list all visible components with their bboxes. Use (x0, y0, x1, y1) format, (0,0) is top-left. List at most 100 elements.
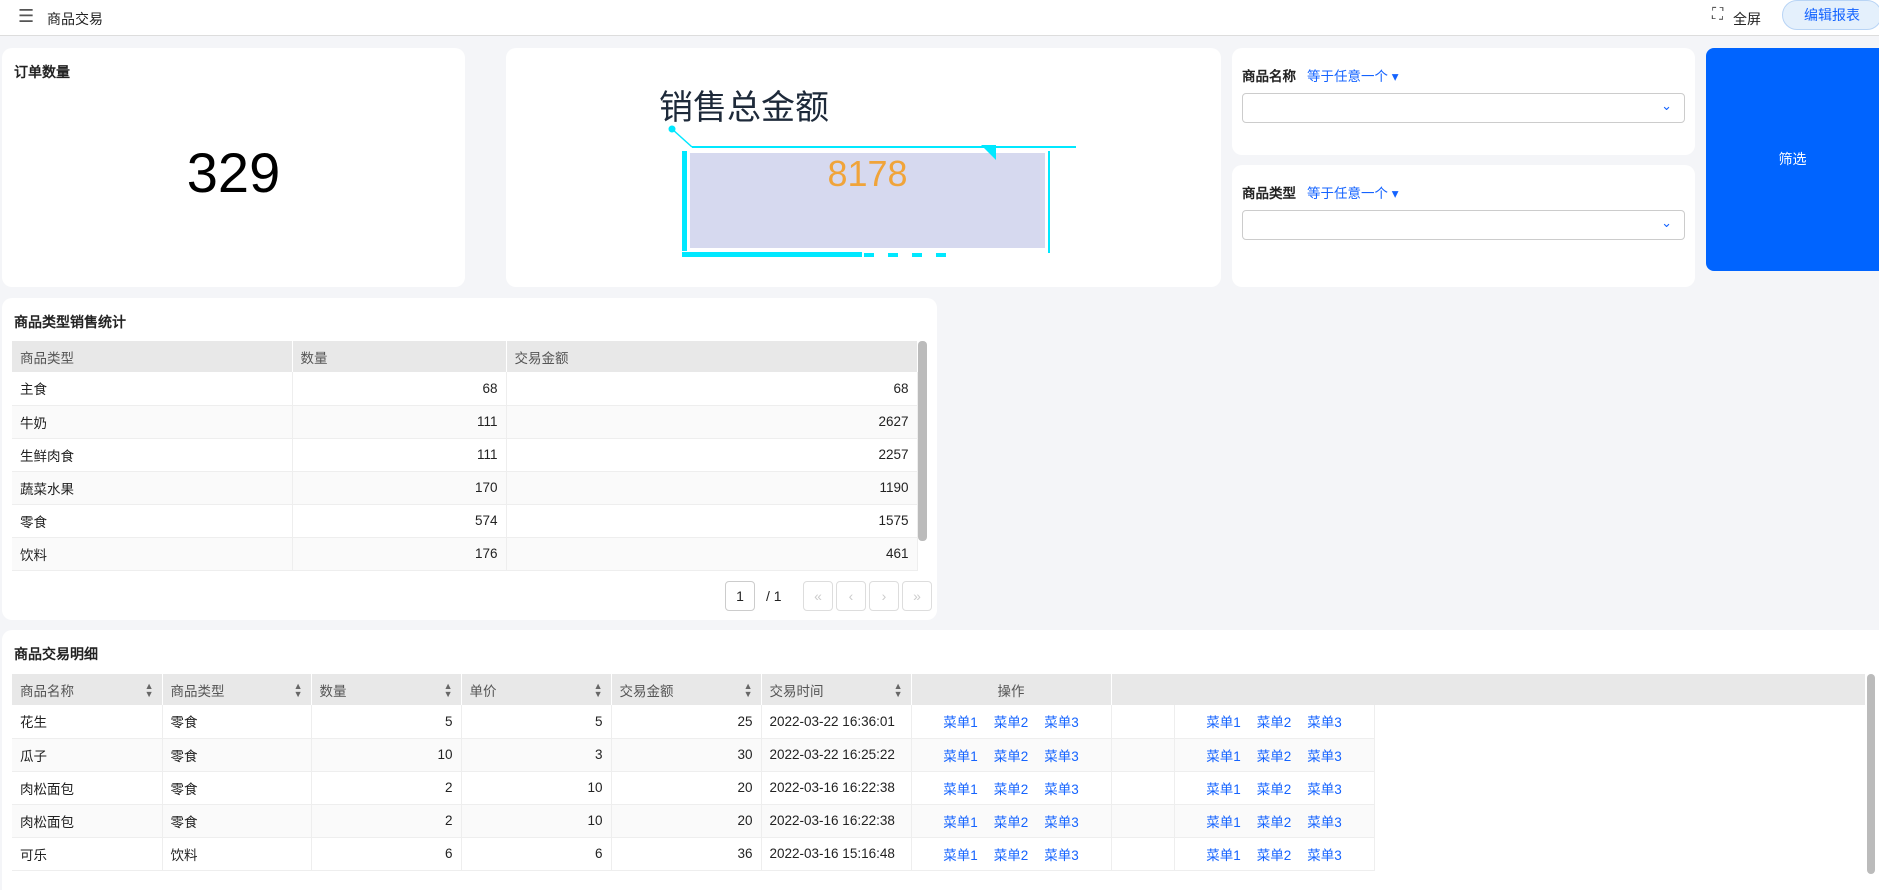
filter-button[interactable]: 筛选 (1706, 48, 1879, 271)
last-page-button[interactable]: » (902, 581, 932, 611)
fullscreen-icon[interactable]: ⛶ (1712, 6, 1724, 23)
page-number-input[interactable]: 1 (725, 581, 755, 611)
prev-page-button[interactable]: ‹ (836, 581, 866, 611)
table-row[interactable]: 生鲜肉食 111 2257 (12, 438, 918, 472)
detail-card: 商品交易明细 商品名称 ▲ ▼ 商品类型 ▲ ▼ 数量 ▲ ▼ 单价 ▲ ▼ 交易金额 ▲ ▼ 交易时间 ▲ ▼ 操… (2, 630, 1879, 890)
menu-link[interactable]: 菜单2 (993, 715, 1029, 731)
table-row[interactable]: 可乐 饮料 6 6 36 2022-03-16 15:16:48 菜单1 菜单2 菜单3 菜单1 菜… (12, 837, 1866, 871)
menu-link[interactable]: 菜单1 (943, 715, 978, 731)
sort-icon[interactable]: ▲ ▼ (593, 680, 603, 699)
product-name-select[interactable]: ⌄ (1242, 93, 1685, 123)
menu-link[interactable]: 菜单3 (1307, 781, 1342, 797)
sort-icon[interactable]: ▲ ▼ (443, 680, 453, 699)
table-cell: 30 (611, 738, 762, 772)
menu-link[interactable]: 菜单3 (1044, 781, 1079, 797)
table-row[interactable]: 牛奶 111 2627 (12, 405, 918, 439)
table-cell: 20 (611, 771, 762, 805)
menu-link[interactable]: 菜单2 (1256, 715, 1292, 731)
menu-link[interactable]: 菜单1 (1206, 814, 1241, 830)
menu-link[interactable]: 菜单2 (1256, 847, 1292, 863)
table-cell (1111, 771, 1175, 805)
table-cell: 5 (461, 705, 612, 739)
table-cell: 2022-03-22 16:25:22 (761, 738, 912, 772)
table-row[interactable]: 主食 68 68 (12, 372, 918, 406)
menu-link[interactable]: 菜单3 (1044, 847, 1079, 863)
menu-link[interactable]: 菜单2 (1256, 814, 1292, 830)
menu-link[interactable]: 菜单2 (1256, 781, 1292, 797)
next-page-button[interactable]: › (869, 581, 899, 611)
menu-link[interactable]: 菜单1 (943, 748, 978, 764)
column-header[interactable]: 数量 ▲ ▼ (311, 674, 462, 705)
table-cell: 3 (461, 738, 612, 772)
filter-operator-dropdown[interactable]: 等于任意一个 ▾ (1307, 186, 1399, 201)
menu-link[interactable]: 菜单1 (1206, 847, 1241, 863)
menu-link[interactable]: 菜单2 (993, 847, 1029, 863)
menu-fold-icon[interactable]: ☰ (18, 6, 35, 26)
actions-cell: 菜单1 菜单2 菜单3 (1174, 738, 1375, 772)
table-cell: 2022-03-22 16:36:01 (761, 705, 912, 739)
actions-cell: 菜单1 菜单2 菜单3 (1174, 771, 1375, 805)
sort-icon[interactable]: ▲ ▼ (144, 680, 154, 699)
column-header: 数量 (292, 341, 507, 372)
menu-link[interactable]: 菜单3 (1044, 748, 1079, 764)
filter-operator-dropdown[interactable]: 等于任意一个 ▾ (1307, 69, 1399, 84)
menu-link[interactable]: 菜单2 (1256, 748, 1292, 764)
sales-total-value: 8178 (827, 153, 908, 194)
menu-link[interactable]: 菜单1 (943, 781, 978, 797)
edit-report-button[interactable]: 编辑报表 (1782, 0, 1879, 30)
table-cell: 2022-03-16 16:22:38 (761, 804, 912, 838)
scrollbar[interactable] (918, 341, 927, 541)
actions-cell: 菜单1 菜单2 菜单3 (911, 804, 1112, 838)
sort-icon[interactable]: ▲ ▼ (893, 680, 903, 699)
menu-link[interactable]: 菜单3 (1044, 814, 1079, 830)
column-header[interactable]: 交易金额 ▲ ▼ (611, 674, 762, 705)
table-cell: 2257 (506, 438, 918, 472)
menu-link[interactable]: 菜单1 (1206, 748, 1241, 764)
empty-cell (1374, 804, 1866, 837)
first-page-button[interactable]: « (803, 581, 833, 611)
table-row[interactable]: 花生 零食 5 5 25 2022-03-22 16:36:01 菜单1 菜单2 菜单3 菜单1 菜… (12, 705, 1866, 739)
menu-link[interactable]: 菜单3 (1307, 715, 1342, 731)
menu-link[interactable]: 菜单2 (993, 781, 1029, 797)
table-row[interactable]: 零食 574 1575 (12, 504, 918, 538)
table-row[interactable]: 蔬菜水果 170 1190 (12, 471, 918, 505)
table-cell: 瓜子 (12, 738, 163, 772)
menu-link[interactable]: 菜单1 (1206, 781, 1241, 797)
menu-link[interactable]: 菜单3 (1307, 748, 1342, 764)
chevron-down-icon: ⌄ (1661, 215, 1672, 230)
order-count-value: 329 (186, 141, 281, 204)
sort-icon[interactable]: ▲ ▼ (743, 680, 753, 699)
fullscreen-button[interactable]: 全屏 (1733, 11, 1761, 27)
table-cell (1111, 837, 1175, 871)
column-header[interactable]: 单价 ▲ ▼ (461, 674, 612, 705)
menu-link[interactable]: 菜单1 (943, 847, 978, 863)
menu-link[interactable]: 菜单3 (1044, 715, 1079, 731)
menu-link[interactable]: 菜单1 (943, 814, 978, 830)
scrollbar[interactable] (1867, 674, 1875, 874)
menu-link[interactable]: 菜单1 (1206, 715, 1241, 731)
filter-label: 商品类型 (1242, 186, 1296, 201)
menu-link[interactable]: 菜单2 (993, 814, 1029, 830)
filter-product-type: 商品类型 等于任意一个 ▾ ⌄ (1232, 165, 1695, 287)
table-row[interactable]: 瓜子 零食 10 3 30 2022-03-22 16:25:22 菜单1 菜单2 菜单3 菜单1… (12, 738, 1866, 772)
table-cell: 花生 (12, 705, 163, 739)
column-header[interactable]: 商品类型 ▲ ▼ (162, 674, 312, 705)
menu-link[interactable]: 菜单3 (1307, 847, 1342, 863)
column-header[interactable]: 商品名称 ▲ ▼ (12, 674, 163, 705)
table-row[interactable]: 肉松面包 零食 2 10 20 2022-03-16 16:22:38 菜单1 菜单2 菜单3 菜… (12, 771, 1866, 805)
table-row[interactable]: 肉松面包 零食 2 10 20 2022-03-16 16:22:38 菜单1 菜单2 菜单3 菜… (12, 804, 1866, 838)
product-type-select[interactable]: ⌄ (1242, 210, 1685, 240)
column-header[interactable]: 交易时间 ▲ ▼ (761, 674, 912, 705)
column-header[interactable]: 操作 (911, 674, 1112, 705)
table-cell: 主食 (12, 372, 293, 406)
table-cell: 2022-03-16 15:16:48 (761, 837, 912, 871)
table-cell: 饮料 (12, 537, 293, 571)
table-row[interactable]: 饮料 176 461 (12, 537, 918, 571)
tech-frame-decoration (668, 125, 1076, 257)
menu-link[interactable]: 菜单3 (1307, 814, 1342, 830)
sort-icon[interactable]: ▲ ▼ (293, 680, 303, 699)
menu-link[interactable]: 菜单2 (993, 748, 1029, 764)
table-cell: 68 (292, 372, 507, 406)
actions-cell: 菜单1 菜单2 菜单3 (1174, 837, 1375, 871)
table-cell (1111, 705, 1175, 739)
